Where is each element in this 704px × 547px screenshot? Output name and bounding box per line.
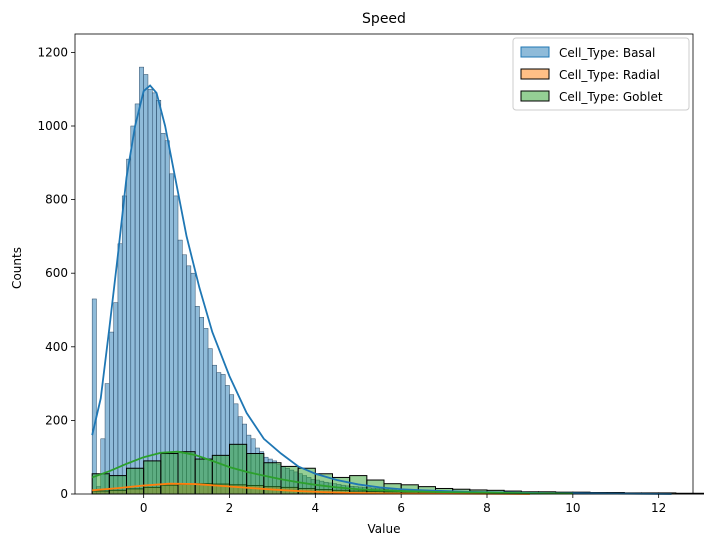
legend-label: Cell_Type: Basal — [559, 46, 655, 60]
bar-series-2 — [160, 453, 179, 495]
bar-series-2 — [108, 475, 128, 495]
axes-layer: 0 2 4 6 8 10 12 0 200 400 600 800 1000 1200 — [37, 33, 694, 515]
y-tick-label: 600 — [45, 266, 68, 280]
x-tick-label: 8 — [483, 501, 491, 515]
bar-series-0 — [152, 92, 157, 495]
chart-title: Speed — [362, 11, 406, 27]
legend-label: Cell_Type: Goblet — [559, 90, 663, 104]
bar-series-0 — [121, 195, 127, 495]
legend-box — [512, 37, 690, 111]
y-tick-label: 0 — [60, 487, 68, 501]
x-tick-label: 2 — [226, 501, 234, 515]
kde-layer — [91, 84, 672, 495]
x-tick-label: 10 — [565, 501, 580, 515]
bar-series-0 — [134, 103, 140, 495]
y-tick-label: 200 — [45, 413, 68, 427]
x-tick-label: 4 — [312, 501, 320, 515]
bar-series-0 — [117, 243, 123, 495]
bar-series-0 — [173, 195, 179, 495]
legend-swatch — [520, 90, 550, 102]
x-tick-label: 0 — [140, 501, 148, 515]
bars-layer — [91, 66, 704, 495]
bar-series-0 — [164, 140, 170, 495]
bar-series-0 — [130, 125, 136, 495]
y-tick-label: 1000 — [37, 119, 68, 133]
bar-series-2 — [692, 492, 704, 495]
bar-series-0 — [156, 99, 162, 495]
bar-series-0 — [91, 298, 97, 495]
y-axis-label: Counts — [10, 247, 24, 289]
bar-series-0 — [169, 173, 174, 495]
legend: Cell_Type: Basal Cell_Type: Radial Cell_Ty… — [512, 37, 690, 111]
kde-line-series-1 — [92, 482, 530, 495]
plot-frame — [74, 33, 694, 495]
y-tick-label: 800 — [45, 193, 68, 207]
y-tick-label: 400 — [45, 340, 68, 354]
x-tick-label: 6 — [397, 501, 405, 515]
bar-series-0 — [147, 88, 153, 495]
bar-series-2 — [177, 451, 196, 495]
legend-swatch — [520, 68, 550, 80]
x-axis-label: Value — [368, 522, 401, 536]
bar-series-0 — [139, 66, 144, 495]
x-tick-label: 12 — [651, 501, 666, 515]
bar-series-0 — [143, 74, 149, 495]
bar-series-2 — [126, 467, 145, 495]
y-tick-label: 1200 — [37, 45, 68, 59]
bar-series-0 — [126, 158, 132, 495]
bar-series-0 — [113, 302, 119, 495]
bar-series-2 — [194, 458, 213, 495]
legend-swatch — [520, 46, 550, 58]
bar-series-0 — [160, 133, 166, 495]
legend-label: Cell_Type: Radial — [559, 68, 660, 82]
bar-series-2 — [143, 460, 162, 495]
kde-line-series-2 — [91, 450, 573, 495]
